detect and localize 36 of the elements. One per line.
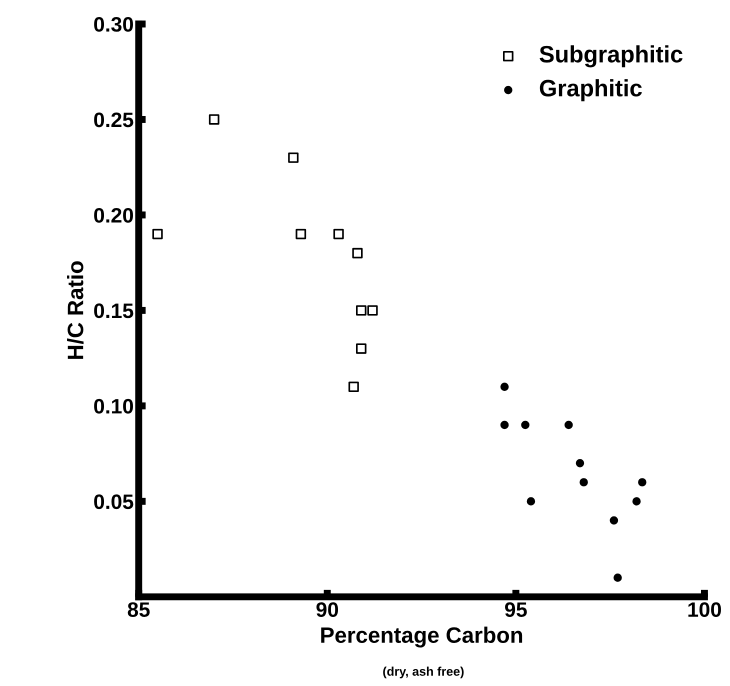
x-tick-label: 100 [688,602,721,617]
point [152,228,163,240]
point [296,228,306,240]
point [500,382,509,391]
point [500,420,509,430]
y-tick-label: 0.20 [94,208,133,223]
text: (dry, ash free) [383,666,464,678]
point [367,305,378,316]
y-tick-label: 0.30 [94,17,133,32]
point [352,248,363,258]
point [580,478,588,486]
point [521,420,530,430]
point [333,228,344,240]
point [348,382,359,392]
x-axis-title: Percentage Carbon [321,626,522,648]
x-tick-label: 90 [316,602,338,617]
legend-label: Graphitic [540,79,642,102]
y-tick-label: 0.15 [94,303,134,318]
y-tick-label: 0.25 [94,112,134,128]
point [288,152,299,163]
point [564,420,573,430]
point [614,574,622,582]
point [638,478,646,486]
point [356,305,366,316]
point [356,343,366,354]
point [576,458,584,468]
y-tick-label: 0.10 [94,398,133,414]
point [208,114,220,125]
y-axis-title: H/C Ratio [67,261,84,359]
point [610,516,618,525]
point [526,497,536,506]
point [632,497,641,506]
x-tick-label: 85 [128,602,150,617]
legend-label: Subgraphitic [540,45,683,68]
y-tick-label: 0.05 [94,494,134,510]
x-tick-label: 95 [505,602,527,617]
